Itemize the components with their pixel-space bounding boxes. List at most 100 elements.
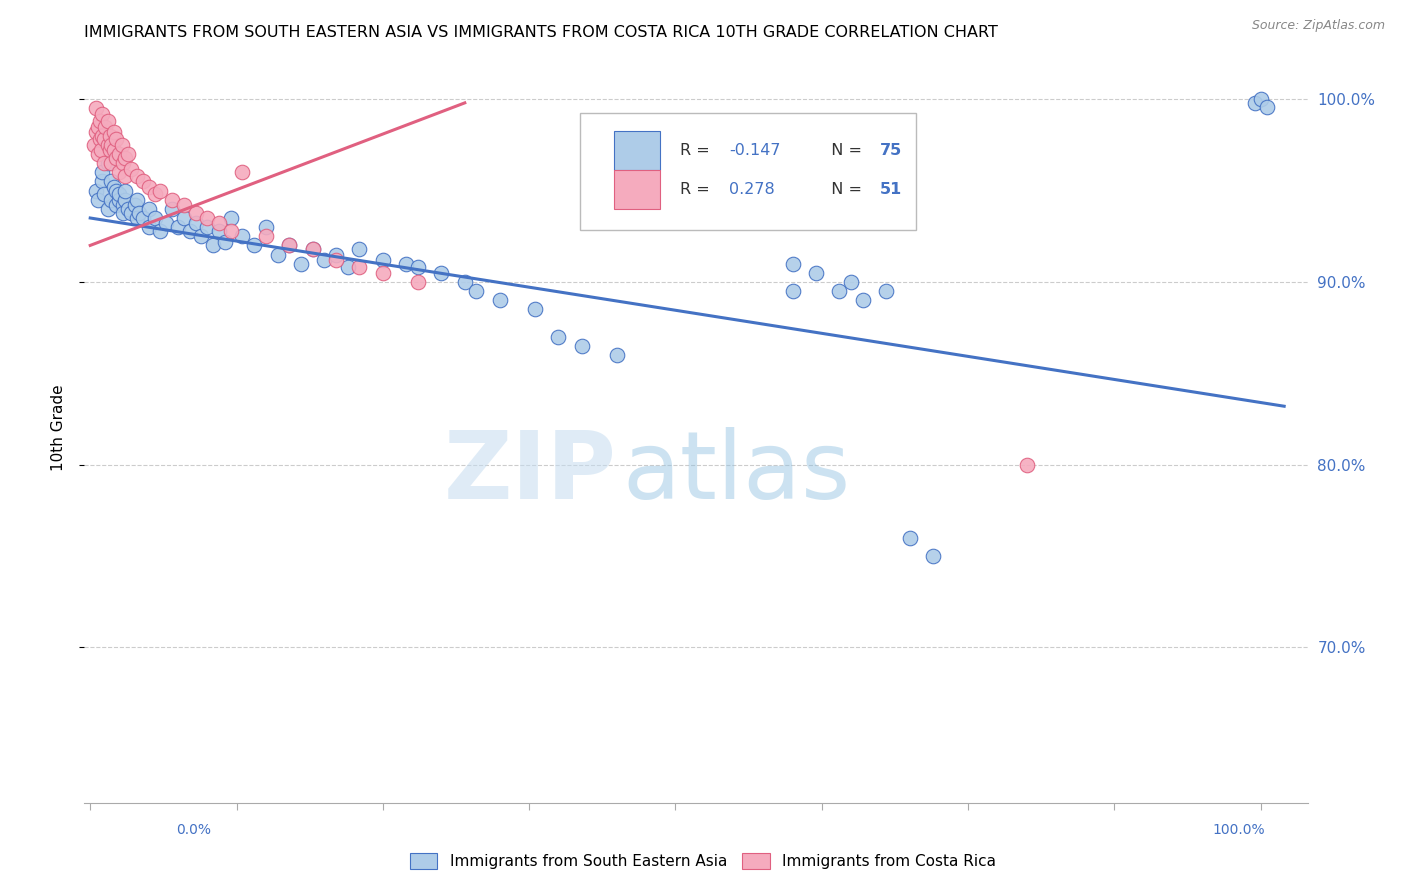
Point [231, 229, 253, 244]
Point [219, 224, 242, 238]
Point [524, 302, 547, 317]
Point [489, 293, 512, 308]
Point [852, 293, 875, 308]
Point [1250, 92, 1272, 106]
Point [111, 137, 134, 152]
Point [87, 147, 110, 161]
Point [87, 193, 110, 207]
Point [278, 238, 301, 252]
Point [120, 205, 142, 219]
Point [173, 211, 195, 225]
Point [371, 253, 394, 268]
Point [104, 198, 127, 212]
Text: R =: R = [681, 143, 714, 158]
Point [160, 193, 183, 207]
Point [104, 151, 127, 165]
Point [117, 147, 139, 161]
Point [254, 229, 277, 244]
Point [103, 144, 125, 158]
Point [138, 220, 160, 235]
Point [406, 260, 429, 275]
Bar [614, 131, 661, 169]
Point [149, 224, 172, 238]
Point [143, 187, 166, 202]
Point [111, 198, 134, 212]
Point [571, 339, 593, 353]
Text: N =: N = [821, 143, 868, 158]
Point [132, 174, 155, 188]
Point [90, 128, 112, 143]
Point [167, 220, 190, 235]
Point [83, 137, 105, 152]
Point [97, 114, 120, 128]
Point [1256, 99, 1278, 113]
Point [125, 169, 148, 183]
Text: Source: ZipAtlas.com: Source: ZipAtlas.com [1251, 19, 1385, 31]
Text: 0.278: 0.278 [728, 182, 775, 196]
Point [922, 549, 945, 563]
Y-axis label: 10th Grade: 10th Grade [51, 384, 66, 472]
Point [406, 275, 429, 289]
Point [325, 253, 347, 268]
Point [149, 184, 172, 198]
Point [114, 184, 136, 198]
Point [100, 174, 122, 188]
Point [120, 161, 142, 176]
Point [782, 284, 804, 298]
Point [84, 101, 107, 115]
Point [828, 284, 851, 298]
Point [782, 257, 804, 271]
Point [104, 184, 127, 198]
Point [606, 348, 628, 362]
Point [94, 120, 117, 134]
Point [1015, 458, 1038, 472]
Point [195, 211, 218, 225]
Point [98, 144, 121, 158]
Point [371, 266, 394, 280]
Legend: Immigrants from South Eastern Asia, Immigrants from Costa Rica: Immigrants from South Eastern Asia, Immi… [404, 847, 1002, 875]
Point [208, 217, 231, 231]
Point [184, 205, 207, 219]
Point [125, 211, 148, 225]
Point [117, 202, 139, 216]
Point [100, 137, 122, 152]
Point [266, 247, 288, 261]
Point [179, 224, 201, 238]
Point [97, 202, 120, 216]
Point [111, 205, 134, 219]
Point [349, 242, 371, 256]
Point [301, 242, 323, 256]
Text: 0.0%: 0.0% [176, 823, 211, 837]
Point [90, 144, 112, 158]
Point [108, 187, 131, 202]
Point [111, 156, 134, 170]
Point [349, 260, 371, 275]
Point [90, 174, 112, 188]
Point [875, 284, 897, 298]
Point [114, 169, 136, 183]
Point [155, 217, 177, 231]
Point [219, 211, 242, 225]
Point [97, 137, 120, 152]
Point [93, 132, 115, 146]
Text: 100.0%: 100.0% [1213, 823, 1265, 837]
Point [325, 247, 347, 261]
Point [336, 260, 359, 275]
Point [214, 235, 236, 249]
Point [100, 156, 122, 170]
Point [114, 151, 136, 165]
Point [84, 184, 107, 198]
Point [93, 156, 115, 170]
Point [128, 205, 150, 219]
Text: ZIP: ZIP [443, 427, 616, 519]
Point [160, 202, 183, 216]
Point [243, 238, 266, 252]
Point [454, 275, 477, 289]
Point [132, 211, 155, 225]
Point [89, 114, 111, 128]
Point [89, 132, 111, 146]
Point [547, 330, 569, 344]
Point [138, 202, 160, 216]
Point [108, 193, 131, 207]
Point [231, 165, 253, 179]
